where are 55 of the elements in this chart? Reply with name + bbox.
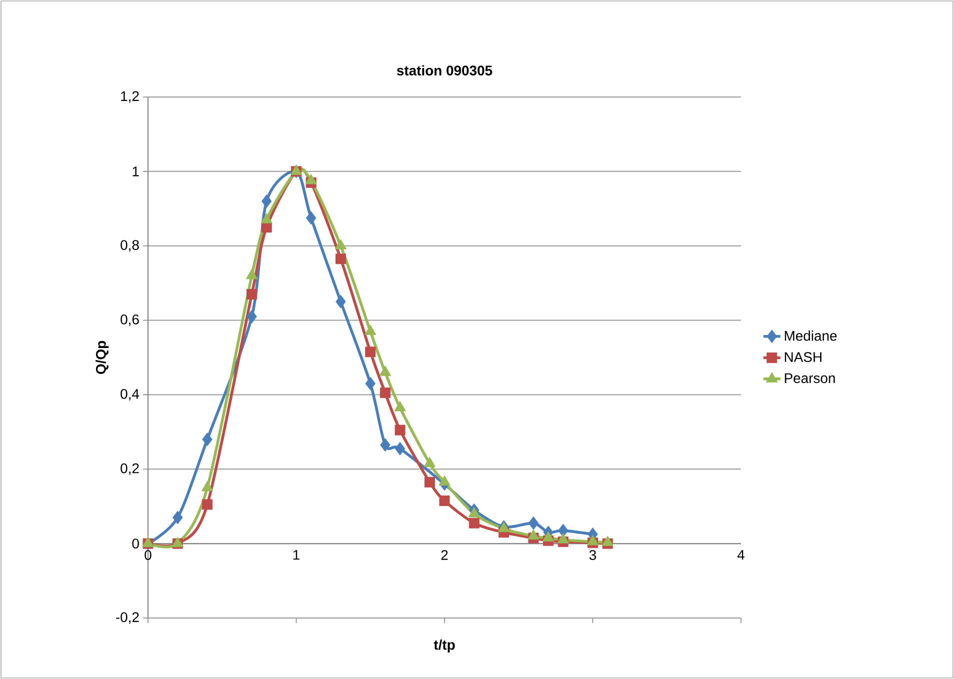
point [260, 213, 272, 224]
point [336, 294, 346, 308]
point [528, 529, 540, 540]
x-tick-label: 3 [589, 550, 596, 560]
point [542, 531, 554, 542]
y-axis-title: Q/Qp [96, 341, 109, 374]
point [586, 534, 599, 546]
y-tick-label: 0,4 [120, 388, 140, 400]
point [380, 438, 390, 452]
point [261, 194, 272, 208]
point [528, 516, 539, 530]
y-tick-label: 0,6 [120, 314, 139, 326]
point [380, 388, 390, 398]
point [602, 536, 614, 546]
legend-label: Pearson [784, 373, 835, 384]
point [379, 366, 392, 376]
y-tick-label: 0,8 [120, 240, 139, 252]
point [246, 268, 258, 280]
point [365, 376, 376, 390]
point [335, 254, 346, 264]
x-tick-label: 2 [441, 550, 448, 560]
point [246, 310, 257, 324]
point [394, 424, 406, 436]
point [172, 510, 183, 524]
point [424, 476, 435, 488]
legend-label: Mediane [784, 330, 837, 341]
point [424, 456, 436, 468]
x-tick-label: 1 [293, 550, 300, 560]
y-tick-label: 0,2 [120, 463, 139, 475]
point [334, 239, 347, 250]
point [557, 533, 569, 544]
point [394, 400, 406, 412]
y-tick-label: -0,2 [116, 612, 139, 624]
point [558, 524, 568, 538]
x-tick-label: 0 [144, 550, 152, 560]
point [306, 211, 316, 225]
chart-title: station 090305 [396, 65, 492, 76]
y-tick-label: 1 [132, 166, 139, 176]
y-tick-label: 1,2 [121, 91, 139, 103]
point [365, 346, 376, 358]
point [468, 518, 480, 528]
point [364, 324, 376, 335]
y-tick-label: 0 [132, 538, 139, 549]
point [202, 499, 213, 510]
point [201, 481, 214, 492]
x-tick-label: 4 [737, 550, 744, 560]
point [394, 442, 406, 456]
point [202, 432, 212, 446]
point [305, 174, 317, 184]
legend-label: NASH [784, 352, 822, 362]
point [246, 288, 258, 300]
point [438, 475, 450, 486]
point [439, 496, 450, 506]
point [468, 507, 480, 518]
x-axis-title: t/tp [434, 640, 455, 653]
